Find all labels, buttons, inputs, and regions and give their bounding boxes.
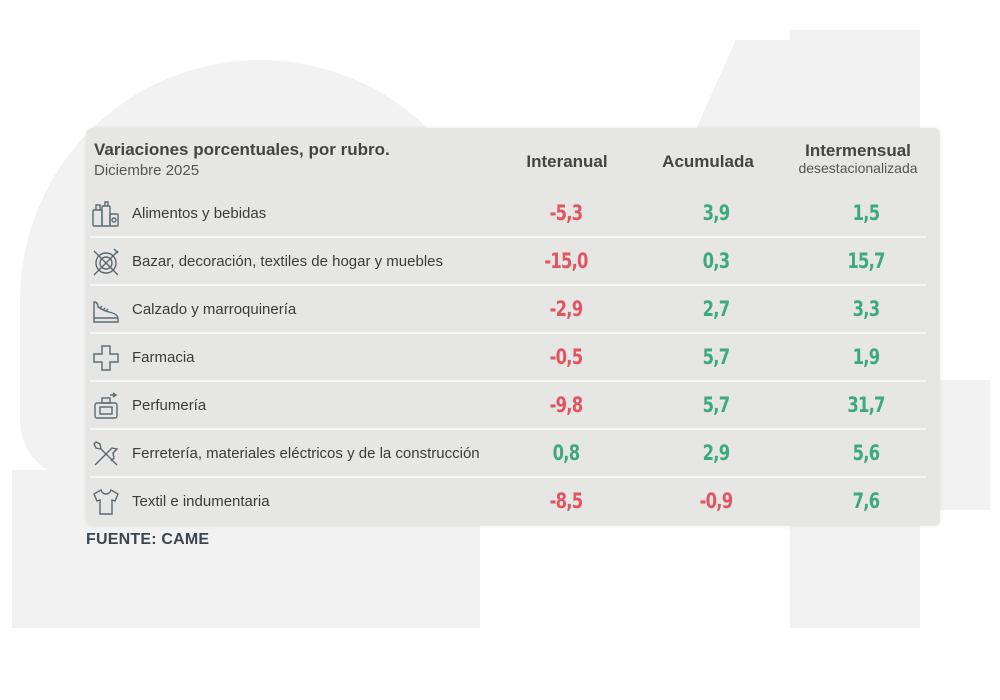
row-divider	[90, 380, 926, 382]
pharmacy-cross-icon	[90, 342, 122, 374]
row-label: Ferretería, materiales eléctricos y de l…	[132, 445, 480, 462]
shoe-icon	[90, 294, 122, 326]
value-interanual: -15,0	[544, 249, 588, 273]
table-header: Variaciones porcentuales, por rubro. Dic…	[86, 128, 940, 188]
value-acumulada: 2,7	[702, 297, 730, 321]
row-divider	[90, 476, 926, 478]
row-label: Farmacia	[132, 349, 195, 366]
data-table-card: Variaciones porcentuales, por rubro. Dic…	[86, 128, 940, 526]
perfume-icon	[90, 390, 122, 422]
value-intermensual: 1,9	[852, 345, 880, 369]
value-acumulada: 5,7	[702, 393, 730, 417]
value-intermensual: 3,3	[852, 297, 880, 321]
column-header-acumulada: Acumulada	[662, 152, 754, 171]
tools-icon	[90, 438, 122, 470]
value-interanual: -8,5	[549, 489, 583, 513]
table-subtitle: Diciembre 2025	[94, 162, 200, 179]
row-label: Alimentos y bebidas	[132, 205, 267, 222]
value-intermensual: 31,7	[847, 393, 885, 417]
row-label: Perfumería	[132, 397, 207, 414]
row-divider	[90, 428, 926, 430]
row-divider	[90, 332, 926, 334]
column-header-intermensual-sublabel: desestacionalizada	[798, 160, 918, 176]
row-divider	[90, 284, 926, 286]
home-goods-icon	[90, 246, 122, 278]
column-header-intermensual: Intermensual desestacionalizada	[778, 141, 938, 177]
table-row: Farmacia -0,5 5,7 1,9	[86, 334, 940, 382]
column-header-interanual: Interanual	[526, 152, 608, 171]
value-acumulada: -0,9	[699, 489, 733, 513]
source-note: FUENTE: CAME	[86, 531, 210, 548]
shirt-icon	[90, 486, 122, 518]
value-intermensual: 7,6	[852, 489, 880, 513]
table-row: Calzado y marroquinería -2,9 2,7 3,3	[86, 286, 940, 334]
value-acumulada: 0,3	[702, 249, 730, 273]
value-interanual: -2,9	[549, 297, 583, 321]
row-divider	[90, 236, 926, 238]
value-interanual: -0,5	[549, 345, 583, 369]
value-intermensual: 1,5	[852, 201, 880, 225]
table-title: Variaciones porcentuales, por rubro.	[94, 140, 390, 159]
table-row: Bazar, decoración, textiles de hogar y m…	[86, 238, 940, 286]
row-label: Bazar, decoración, textiles de hogar y m…	[132, 253, 444, 270]
value-interanual: 0,8	[552, 441, 580, 465]
value-acumulada: 3,9	[702, 201, 730, 225]
table-row: Alimentos y bebidas -5,3 3,9 1,5	[86, 190, 940, 238]
food-basket-icon	[90, 198, 122, 230]
table-row: Perfumería -9,8 5,7 31,7	[86, 382, 940, 430]
value-interanual: -9,8	[549, 393, 583, 417]
column-header-intermensual-label: Intermensual	[805, 141, 911, 160]
value-intermensual: 15,7	[847, 249, 885, 273]
row-label: Textil e indumentaria	[132, 493, 270, 510]
value-acumulada: 5,7	[702, 345, 730, 369]
table-row: Textil e indumentaria -8,5 -0,9 7,6	[86, 478, 940, 526]
table-row: Ferretería, materiales eléctricos y de l…	[86, 430, 940, 478]
value-intermensual: 5,6	[852, 441, 880, 465]
value-acumulada: 2,9	[702, 441, 730, 465]
row-label: Calzado y marroquinería	[132, 301, 297, 318]
value-interanual: -5,3	[549, 201, 583, 225]
